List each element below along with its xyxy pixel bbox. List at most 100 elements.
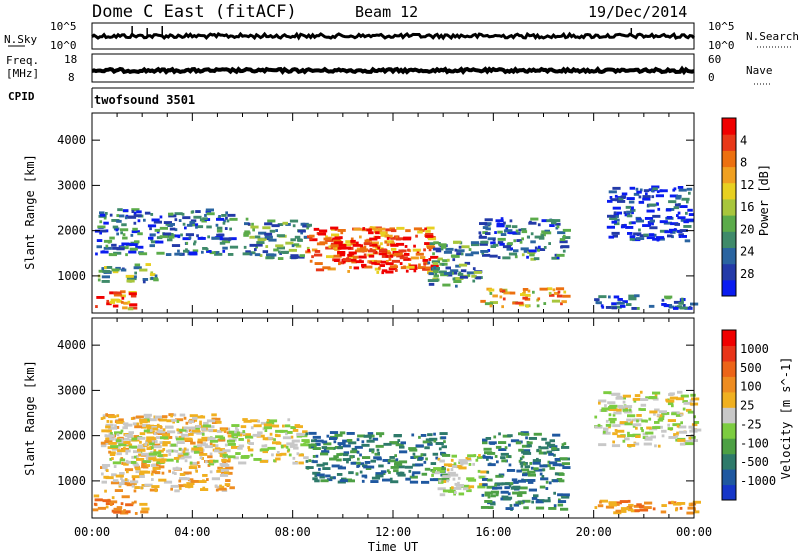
- range-gate-cell: [185, 248, 188, 252]
- range-gate-cell: [384, 240, 393, 244]
- range-gate-cell: [134, 465, 140, 469]
- range-gate-cell: [194, 467, 198, 471]
- colorbar-tick-label: 100: [740, 380, 762, 394]
- range-gate-cell: [326, 446, 335, 450]
- colorbar-segment: [722, 198, 736, 216]
- range-gate-cell: [622, 394, 631, 398]
- range-gate-cell: [114, 489, 123, 492]
- range-gate-cell: [494, 455, 498, 458]
- range-gate-cell: [522, 479, 532, 482]
- range-gate-cell: [139, 440, 142, 444]
- y-tick-label: 4000: [57, 338, 86, 352]
- range-gate-cell: [659, 189, 668, 193]
- range-gate-cell: [521, 432, 530, 436]
- range-gate-cell: [159, 445, 162, 449]
- range-gate-cell: [370, 241, 379, 245]
- range-gate-cell: [482, 478, 485, 481]
- range-gate-cell: [296, 452, 300, 456]
- range-gate-cell: [257, 419, 260, 423]
- range-gate-cell: [687, 506, 696, 510]
- nave-top-tick: 60: [708, 53, 721, 66]
- range-gate-cell: [214, 447, 221, 451]
- range-gate-cell: [690, 435, 696, 439]
- range-gate-cell: [105, 476, 114, 480]
- range-gate-cell: [453, 280, 462, 283]
- colorbar-segment: [722, 422, 736, 439]
- range-gate-cell: [161, 433, 171, 437]
- range-gate-cell: [691, 397, 700, 401]
- range-gate-cell: [179, 413, 186, 417]
- range-gate-cell: [142, 280, 146, 284]
- range-gate-cell: [527, 481, 534, 484]
- range-gate-cell: [674, 223, 680, 226]
- range-gate-cell: [665, 208, 672, 212]
- range-gate-cell: [119, 472, 125, 475]
- range-gate-cell: [369, 243, 378, 247]
- range-gate-cell: [287, 418, 291, 422]
- range-gate-cell: [212, 417, 221, 421]
- range-gate-cell: [622, 300, 628, 304]
- range-gate-cell: [314, 250, 321, 253]
- range-gate-cell: [425, 235, 434, 238]
- range-gate-cell: [633, 232, 642, 236]
- range-gate-cell: [645, 192, 648, 196]
- range-gate-cell: [455, 484, 464, 487]
- range-gate-cell: [347, 253, 353, 257]
- range-gate-cell: [123, 301, 129, 305]
- range-gate-cell: [489, 442, 495, 445]
- range-gate-cell: [101, 472, 104, 476]
- range-gate-cell: [450, 458, 454, 462]
- range-gate-cell: [185, 233, 194, 237]
- range-gate-cell: [219, 454, 223, 458]
- range-gate-cell: [673, 433, 679, 436]
- range-gate-cell: [336, 473, 343, 476]
- range-gate-cell: [657, 444, 661, 448]
- range-gate-cell: [409, 480, 419, 484]
- range-gate-cell: [127, 300, 131, 304]
- range-gate-cell: [500, 217, 504, 221]
- range-gate-cell: [526, 304, 529, 308]
- range-gate-cell: [184, 437, 193, 441]
- colorbar-tick-label: 4: [740, 133, 747, 147]
- range-gate-cell: [484, 491, 493, 495]
- range-gate-cell: [613, 213, 619, 217]
- y-tick-label: 1000: [57, 269, 86, 283]
- range-gate-cell: [151, 426, 157, 429]
- range-gate-cell: [181, 212, 185, 216]
- range-gate-cell: [218, 215, 221, 218]
- range-gate-cell: [199, 218, 203, 222]
- range-gate-cell: [123, 462, 129, 466]
- range-gate-cell: [154, 471, 161, 474]
- range-gate-cell: [216, 469, 222, 473]
- range-gate-cell: [612, 432, 618, 436]
- range-gate-cell: [661, 429, 667, 433]
- range-gate-cell: [648, 304, 655, 308]
- range-gate-cell: [552, 219, 561, 222]
- range-gate-cell: [102, 466, 108, 470]
- range-gate-cell: [616, 408, 622, 412]
- range-gate-cell: [162, 428, 166, 432]
- range-gate-cell: [171, 418, 177, 422]
- range-gate-cell: [120, 300, 124, 304]
- range-gate-cell: [219, 438, 226, 442]
- range-gate-cell: [100, 250, 109, 254]
- range-gate-cell: [654, 421, 660, 424]
- range-gate-cell: [225, 466, 234, 470]
- range-gate-cell: [395, 235, 399, 239]
- range-gate-cell: [208, 462, 215, 466]
- range-gate-cell: [108, 253, 117, 257]
- range-gate-cell: [540, 477, 549, 481]
- range-gate-cell: [175, 449, 179, 453]
- range-gate-cell: [103, 221, 109, 225]
- range-gate-cell: [206, 419, 216, 423]
- range-gate-cell: [659, 220, 668, 224]
- range-gate-cell: [172, 420, 175, 424]
- range-gate-cell: [196, 444, 203, 448]
- range-gate-cell: [670, 230, 676, 234]
- range-gate-cell: [141, 462, 147, 466]
- range-gate-cell: [511, 225, 518, 229]
- range-gate-cell: [261, 444, 267, 448]
- range-gate-cell: [459, 275, 468, 279]
- range-gate-cell: [211, 477, 220, 481]
- range-gate-cell: [163, 221, 172, 224]
